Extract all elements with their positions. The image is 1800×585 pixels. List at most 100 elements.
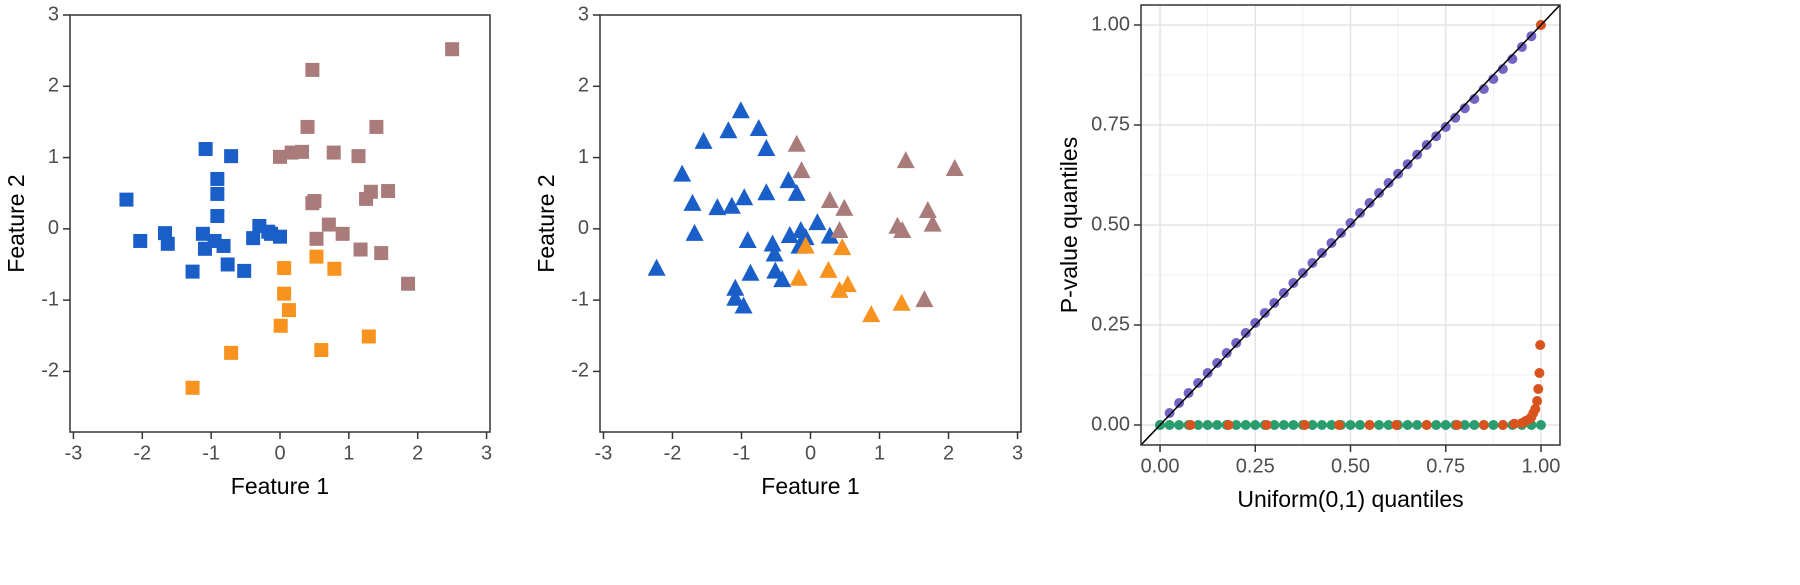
points [1141, 5, 1560, 445]
point [734, 296, 753, 314]
point [1345, 420, 1356, 430]
point [1532, 396, 1543, 406]
point [359, 191, 374, 206]
panel: -3 -2 -1 0 1 2 3 -2 -1 0 1 2 3 Feature 1 Feature 2 [3, 3, 492, 499]
point [738, 230, 757, 248]
point [647, 258, 666, 276]
x-tick-label: -2 [664, 442, 682, 464]
point [246, 231, 261, 246]
point [1534, 368, 1545, 378]
x-tick-label: 0.75 [1426, 455, 1465, 477]
y-axis-title: Feature 2 [533, 174, 559, 272]
point [945, 158, 964, 176]
point [1364, 198, 1375, 208]
point [1469, 94, 1480, 104]
point [309, 231, 324, 246]
x-tick-label: 1 [874, 442, 885, 464]
plot-border [69, 14, 491, 433]
x-tick-label: 0.25 [1236, 455, 1275, 477]
point [1250, 318, 1261, 328]
point [1299, 420, 1310, 430]
point [1212, 358, 1223, 368]
point [374, 246, 389, 261]
point [401, 276, 416, 291]
point [273, 229, 287, 244]
point [1383, 420, 1394, 430]
point [326, 145, 341, 160]
point [1459, 420, 1470, 430]
point [787, 183, 806, 201]
y-tick-label: 2 [578, 75, 589, 97]
point [1316, 248, 1327, 258]
point [445, 42, 460, 57]
point [158, 226, 173, 241]
x-tick-label: 3 [1012, 442, 1023, 464]
point [1307, 258, 1318, 268]
point [224, 149, 239, 164]
point [1355, 208, 1366, 218]
y-tick-label: -1 [41, 288, 59, 310]
point [1278, 420, 1289, 430]
point [1185, 420, 1196, 430]
reference-line [1141, 5, 1560, 445]
y-tick-label: -2 [571, 360, 589, 382]
point [1193, 378, 1204, 388]
point [1533, 384, 1544, 394]
point [361, 329, 376, 344]
x-tick-label: 1 [343, 442, 354, 464]
x-tick-label: 2 [412, 442, 423, 464]
x-tick-label: -2 [133, 442, 151, 464]
point [1202, 368, 1213, 378]
point [765, 244, 784, 262]
y-tick-label: 0.75 [1091, 113, 1130, 135]
x-tick-label: 0 [805, 442, 816, 464]
point [1334, 420, 1345, 430]
point [1374, 420, 1385, 430]
point [892, 293, 911, 311]
point [796, 228, 815, 246]
point [1288, 278, 1299, 288]
point [766, 261, 785, 279]
x-tick-label: 0.00 [1141, 455, 1180, 477]
point [185, 380, 200, 395]
point [195, 226, 210, 241]
point [1240, 420, 1251, 430]
point [353, 242, 368, 257]
point [838, 275, 857, 293]
point [862, 305, 881, 323]
point [1383, 178, 1394, 188]
point [673, 164, 692, 182]
points [119, 42, 460, 395]
point [820, 191, 839, 209]
point [830, 280, 849, 298]
point [1355, 420, 1366, 430]
x-tick-label: 1.00 [1521, 455, 1560, 477]
point [210, 186, 225, 201]
point [1507, 54, 1518, 64]
y-tick-label: 0.25 [1091, 313, 1130, 335]
point [708, 198, 727, 216]
x-tick-label: -3 [595, 442, 613, 464]
point [1421, 420, 1432, 430]
point [757, 183, 776, 201]
point [1316, 420, 1327, 430]
point [694, 131, 713, 149]
point [1278, 288, 1289, 298]
point [273, 318, 288, 333]
x-axis-title: Feature 1 [231, 473, 329, 499]
point [277, 261, 292, 276]
point [1431, 420, 1442, 430]
point [1452, 420, 1463, 430]
point [915, 290, 934, 308]
y-axis-title: Feature 2 [3, 174, 29, 272]
point [1193, 420, 1204, 430]
y-tick-label: 2 [48, 75, 59, 97]
point [119, 192, 134, 207]
point [1183, 388, 1194, 398]
y-tick-label: 1 [578, 146, 589, 168]
point [351, 149, 366, 164]
point [309, 249, 324, 264]
y-tick-label: 1 [48, 146, 59, 168]
point [314, 343, 329, 358]
